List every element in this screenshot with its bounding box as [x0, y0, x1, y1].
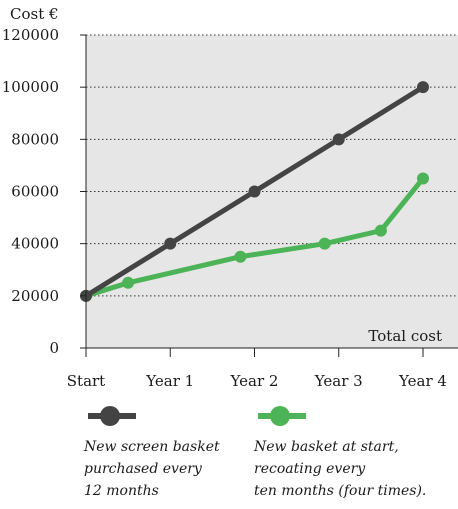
y-tick-label: 40000	[11, 235, 59, 253]
y-tick-label: 20000	[11, 287, 59, 305]
legend-marker-1	[270, 406, 290, 426]
y-tick-label: 120000	[2, 26, 59, 44]
legend-text-black: New screen basket purchased every 12 mon…	[84, 439, 220, 499]
y-tick-label: 100000	[2, 78, 59, 96]
x-tick-label: Year 3	[314, 372, 363, 390]
data-point	[164, 237, 177, 250]
data-point	[122, 276, 135, 289]
data-point	[318, 237, 331, 250]
data-point	[417, 81, 429, 94]
x-tick-label: Start	[67, 372, 105, 390]
data-point	[248, 185, 261, 198]
data-point	[234, 250, 247, 263]
x-tick-label: Year 4	[398, 372, 447, 390]
x-tick-label: Year 1	[145, 372, 194, 390]
data-point	[374, 224, 387, 237]
total-cost-annotation: Total cost	[368, 327, 442, 345]
y-tick-label: 80000	[11, 130, 59, 148]
data-point	[332, 133, 345, 146]
y-tick-label: 60000	[11, 183, 59, 201]
x-ticks: Start Year 1 Year 2 Year 3 Year 4	[67, 348, 447, 390]
x-tick-label: Year 2	[230, 372, 279, 390]
y-axis-label: Cost €	[10, 5, 59, 23]
legend-text-green: New basket at start, recoating every ten…	[254, 439, 427, 499]
legend-marker-0	[100, 406, 120, 426]
data-point	[417, 172, 429, 185]
series-lines	[80, 81, 429, 302]
plot-area	[86, 35, 458, 348]
y-ticks: 0 20000 40000 60000 80000 100000 120000	[2, 26, 86, 357]
y-tick-label: 0	[49, 339, 59, 357]
series-line-1	[83, 175, 426, 299]
legend-markers	[88, 406, 306, 426]
